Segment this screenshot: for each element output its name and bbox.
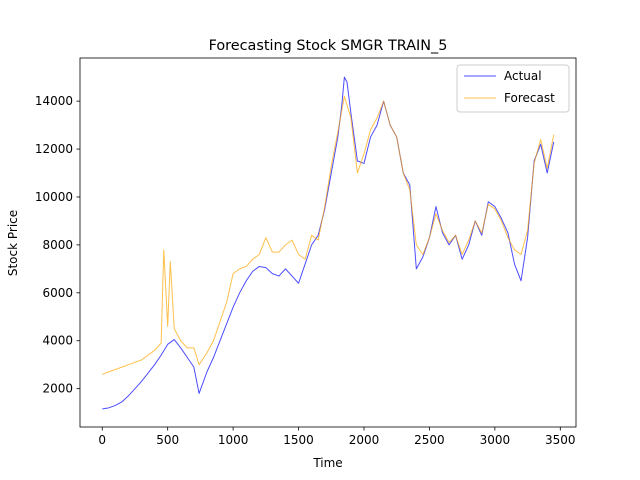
axes-frame <box>79 57 577 428</box>
x-tick-label: 500 <box>156 433 179 447</box>
y-axis-label: Stock Price <box>6 210 20 276</box>
y-tick-label: 2000 <box>42 382 73 396</box>
x-axis-ticks: 0 500 1000 1500 2000 2500 3000 3500 <box>98 427 576 447</box>
x-tick-label: 3500 <box>545 433 576 447</box>
series-layer <box>102 76 555 410</box>
y-axis-ticks: 2000 4000 6000 8000 10000 12000 14000 <box>35 94 80 396</box>
y-tick-label: 8000 <box>42 238 73 252</box>
x-tick-label: 2000 <box>349 433 380 447</box>
chart-title: Forecasting Stock SMGR TRAIN_5 <box>209 38 448 54</box>
x-tick-label: 0 <box>98 433 106 447</box>
legend: Actual Forecast <box>456 64 570 113</box>
y-tick-label: 6000 <box>42 286 73 300</box>
plot-area <box>79 57 577 428</box>
y-tick-label: 10000 <box>35 190 73 204</box>
legend-box <box>456 64 570 113</box>
axes-background <box>80 58 576 427</box>
y-tick-label: 12000 <box>35 142 73 156</box>
x-axis-label: Time <box>312 456 342 470</box>
x-tick-label: 1500 <box>283 433 314 447</box>
series-line-forecast <box>102 95 555 375</box>
x-tick-label: 3000 <box>480 433 511 447</box>
x-tick-label: 1000 <box>218 433 249 447</box>
y-tick-label: 4000 <box>42 334 73 348</box>
legend-label-forecast: Forecast <box>504 91 555 105</box>
y-tick-label: 14000 <box>35 94 73 108</box>
x-tick-label: 2500 <box>414 433 445 447</box>
legend-label-actual: Actual <box>504 69 542 83</box>
